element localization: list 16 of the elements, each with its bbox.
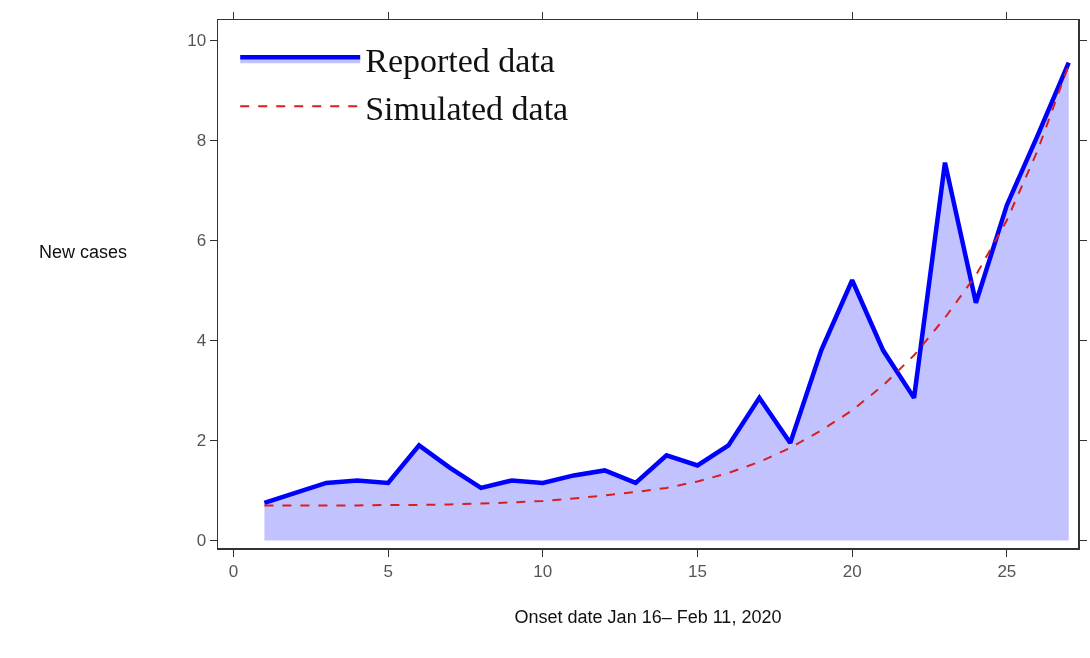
legend-label: Simulated data bbox=[365, 89, 569, 127]
x-tick-label: 20 bbox=[842, 561, 862, 581]
y-tick-label: 6 bbox=[196, 231, 207, 251]
x-tick-label: 25 bbox=[997, 561, 1017, 581]
y-tick-label: 10 bbox=[187, 30, 207, 50]
y-tick-label: 8 bbox=[196, 131, 207, 151]
x-axis-title: Onset date Jan 16– Feb 11, 2020 bbox=[514, 606, 782, 627]
y-tick-label: 0 bbox=[196, 531, 207, 551]
legend-label: Reported data bbox=[365, 42, 555, 80]
x-tick-label: 5 bbox=[383, 561, 393, 581]
y-axis-title: New cases bbox=[39, 242, 128, 262]
y-tick-label: 2 bbox=[196, 431, 207, 451]
x-tick-label: 0 bbox=[228, 561, 239, 581]
x-tick-label: 10 bbox=[533, 561, 553, 581]
y-tick-label: 4 bbox=[196, 331, 207, 351]
x-tick-label: 15 bbox=[688, 561, 707, 581]
